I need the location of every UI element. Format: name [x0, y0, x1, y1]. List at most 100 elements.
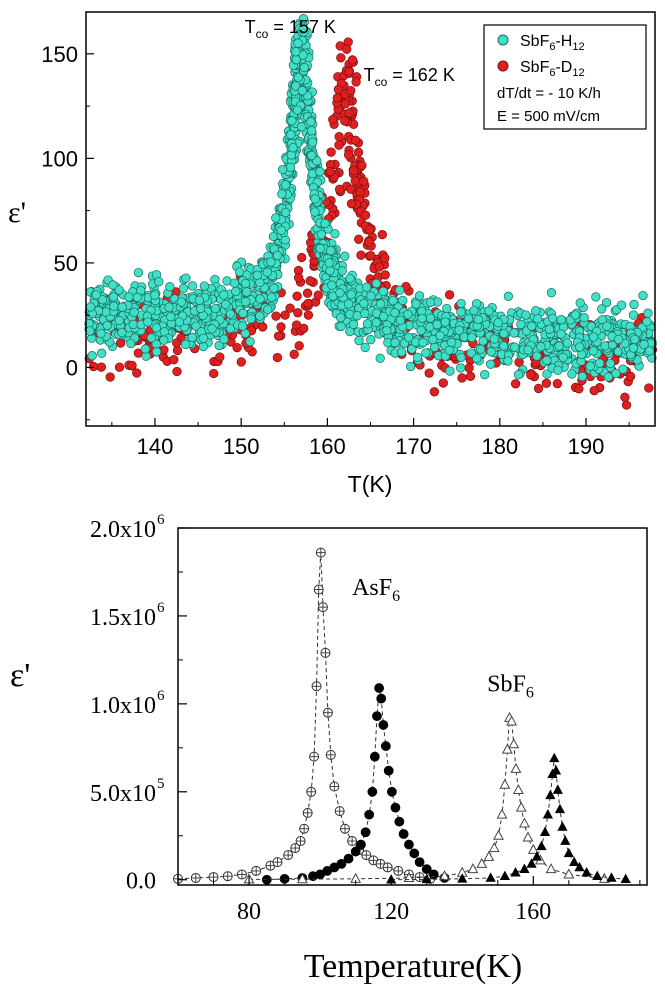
- top-data-point: [424, 368, 434, 378]
- top-data-point: [174, 317, 184, 327]
- bottom-marker-open-triangle: [483, 850, 495, 861]
- top-data-point: [140, 344, 151, 354]
- bottom-marker-crossed-circle: [290, 843, 301, 854]
- bottom-y-tick-label: 0.0: [126, 869, 156, 895]
- top-data-point: [172, 366, 182, 377]
- top-data-point: [176, 297, 187, 307]
- bottom-marker-crossed-circle: [347, 836, 358, 847]
- top-data-point: [602, 321, 612, 331]
- bottom-marker-crossed-circle: [315, 547, 326, 558]
- top-data-point: [332, 93, 342, 103]
- top-data-point: [336, 312, 346, 323]
- bottom-marker-crossed-circle: [222, 871, 233, 882]
- top-data-points: [84, 14, 658, 410]
- top-data-point: [366, 291, 376, 301]
- top-x-tick-label: 140: [137, 434, 174, 459]
- top-data-point: [486, 347, 496, 357]
- top-data-point: [611, 368, 621, 379]
- top-data-point: [544, 324, 555, 334]
- top-data-point: [303, 310, 314, 320]
- top-data-point: [178, 283, 189, 293]
- top-data-point: [523, 345, 533, 355]
- bottom-marker-filled-circle: [380, 741, 391, 751]
- top-data-point: [266, 257, 276, 267]
- top-data-point: [404, 332, 414, 343]
- bottom-marker-filled-circle: [343, 853, 354, 864]
- top-data-point: [556, 315, 566, 325]
- top-data-point: [152, 347, 162, 357]
- top-data-point: [285, 162, 296, 172]
- top-data-point: [380, 270, 390, 280]
- top-data-point: [416, 325, 426, 336]
- top-data-point: [96, 362, 106, 372]
- top-data-point: [643, 308, 653, 318]
- top-data-point: [96, 328, 106, 339]
- top-data-point: [219, 290, 229, 300]
- top-data-point: [231, 286, 241, 297]
- bottom-marker-open-triangle: [508, 738, 520, 749]
- top-data-point: [316, 229, 326, 240]
- bottom-marker-open-triangle: [296, 873, 308, 884]
- top-data-point: [292, 105, 303, 115]
- top-data-point: [351, 77, 361, 87]
- top-data-point: [97, 295, 108, 305]
- bottom-marker-filled-circle: [336, 858, 347, 869]
- top-data-point: [429, 387, 440, 397]
- top-data-point: [579, 313, 589, 323]
- top-data-point: [371, 317, 381, 328]
- top-data-point: [644, 346, 655, 356]
- bottom-y-tick-label: 2.0x10: [90, 517, 156, 543]
- top-data-point: [597, 304, 607, 314]
- top-data-point: [456, 298, 466, 309]
- top-data-point: [362, 319, 373, 329]
- top-data-point: [570, 310, 581, 320]
- top-data-point: [133, 267, 144, 278]
- top-data-point: [245, 336, 255, 347]
- bottom-marker-filled-triangle: [554, 803, 566, 814]
- top-data-point: [294, 341, 304, 351]
- top-data-point: [280, 310, 290, 320]
- top-data-point: [601, 297, 612, 308]
- top-data-point: [334, 140, 344, 150]
- top-data-point: [638, 290, 648, 301]
- top-data-point: [359, 298, 369, 309]
- top-data-point: [355, 187, 365, 197]
- top-x-axis-label: T(K): [348, 471, 393, 497]
- top-data-point: [306, 126, 317, 136]
- top-data-point: [485, 359, 496, 369]
- top-data-point: [620, 392, 630, 402]
- top-data-point: [418, 337, 428, 348]
- top-x-tick-label: 160: [309, 434, 346, 459]
- top-data-point: [456, 352, 466, 363]
- top-data-point: [85, 302, 96, 312]
- top-data-point: [214, 340, 224, 351]
- bottom-marker-filled-triangle: [550, 765, 562, 775]
- top-data-point: [411, 299, 421, 309]
- top-data-point: [272, 352, 283, 363]
- bottom-marker-open-triangle: [510, 762, 522, 773]
- top-data-point: [324, 258, 334, 268]
- bottom-marker-filled-triangle: [560, 835, 571, 845]
- top-data-point: [105, 372, 115, 382]
- top-data-point: [194, 295, 204, 305]
- legend-marker-h12: [497, 34, 509, 46]
- top-data-point: [562, 338, 573, 348]
- top-data-point: [325, 265, 335, 276]
- bottom-marker-filled-triangle: [549, 752, 560, 763]
- bottom-marker-filled-triangle: [510, 867, 521, 877]
- bottom-marker-open-triangle: [496, 808, 508, 819]
- top-data-point: [277, 189, 287, 199]
- bottom-x-axis-label: Temperature(K): [304, 948, 523, 985]
- top-data-point: [268, 231, 279, 242]
- top-data-point: [114, 285, 124, 295]
- top-data-point: [292, 291, 302, 301]
- top-data-point: [513, 370, 524, 380]
- top-data-point: [327, 280, 337, 290]
- bottom-marker-filled-circle: [356, 839, 366, 850]
- top-data-point: [588, 332, 599, 342]
- top-data-point: [207, 324, 217, 334]
- top-data-point: [258, 322, 268, 332]
- top-annotation-tco-157: Tco = 157 K: [245, 17, 336, 41]
- bottom-marker-open-triangle: [512, 783, 524, 795]
- top-data-point: [320, 218, 330, 229]
